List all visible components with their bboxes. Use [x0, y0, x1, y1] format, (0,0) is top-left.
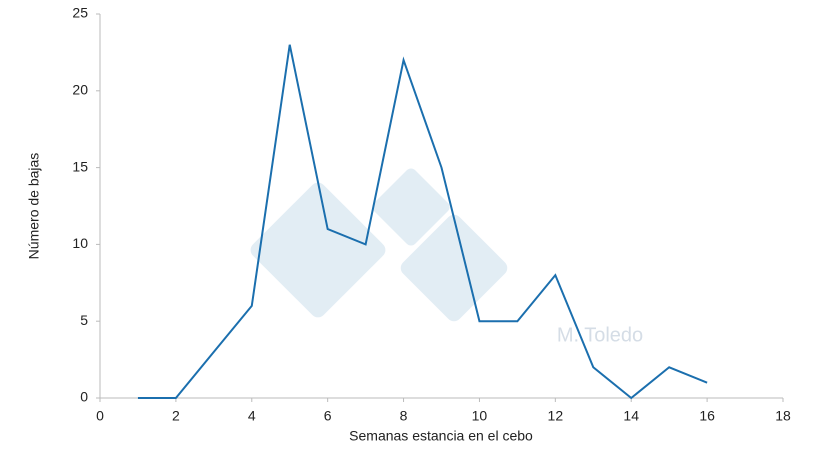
y-axis-label: Número de bajas	[26, 153, 42, 260]
logo-watermark	[250, 168, 508, 322]
x-tick-label: 16	[699, 408, 715, 424]
y-tick-label: 25	[72, 5, 88, 21]
y-tick-label: 5	[80, 312, 88, 328]
data-line	[137, 44, 708, 400]
x-tick-label: 14	[623, 408, 639, 424]
x-tick-label: 6	[324, 408, 332, 424]
x-tick-label: 12	[548, 408, 564, 424]
x-tick-label: 10	[472, 408, 488, 424]
y-tick-label: 10	[72, 235, 88, 251]
x-tick-label: 4	[248, 408, 256, 424]
x-tick-label: 2	[172, 408, 180, 424]
x-tick-label: 0	[96, 408, 104, 424]
y-tick-label: 15	[72, 158, 88, 174]
y-tick-label: 0	[80, 389, 88, 405]
x-tick-label: 8	[400, 408, 408, 424]
y-tick-label: 20	[72, 82, 88, 98]
watermark: M. Toledo	[557, 324, 643, 346]
x-tick-label: 18	[775, 408, 791, 424]
x-axis-label: Semanas estancia en el cebo	[349, 428, 533, 444]
